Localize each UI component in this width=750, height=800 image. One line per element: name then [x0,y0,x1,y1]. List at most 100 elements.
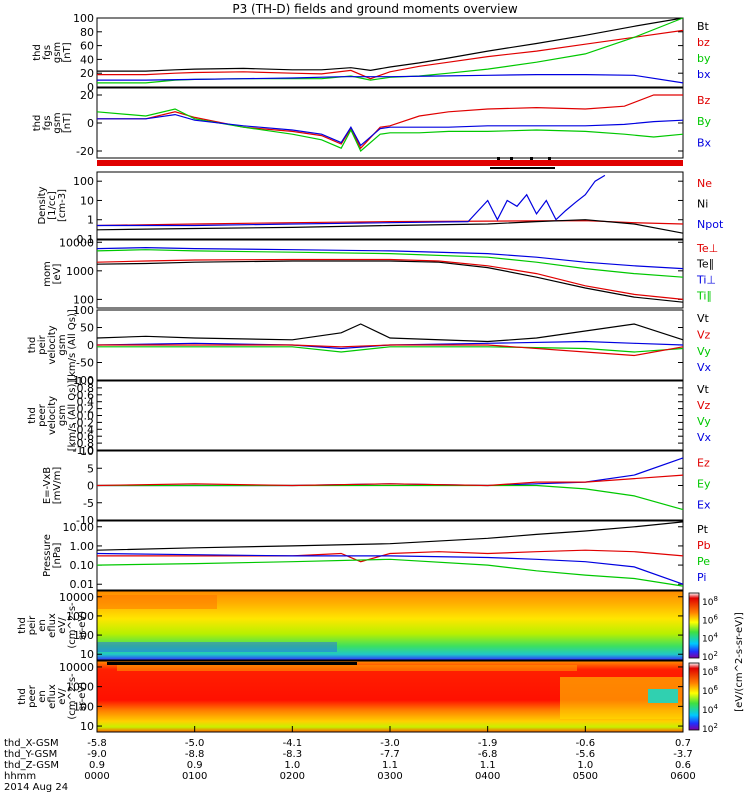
legend-entry: Ti∥ [696,289,712,302]
y-axis-label: thdpeirenefluxeV/(cm^2-s-sr-eV) [17,602,88,649]
x-tick-label: 1.0 [284,760,300,771]
series-line-Ne [96,219,684,227]
y-axis-label: E=-VxB[mV/m] [42,467,63,505]
legend-entry: Vt [697,383,710,396]
x-tick-label: -5.6 [576,749,596,760]
y-tick-label: 10 [80,648,94,661]
legend-entry: Vz [697,328,711,341]
y-tick-label: 10 [80,194,94,207]
y-tick-label: -0.8 [73,437,94,450]
y-axis-label-line: (cm^2-s- [67,602,78,649]
y-axis-label-line: E=-VxB [42,467,53,504]
legend-entry: Vy [697,415,711,428]
y-axis-label-line: (cm^2-s- [67,673,78,720]
y-tick-label: 0 [87,117,94,130]
panel-frame [96,17,684,88]
x-tick-label: 0.6 [675,760,691,771]
legend-entry: Vz [697,399,711,412]
y-axis-label: thdpeervelocitygsm[km/s (All Qs)] [27,380,78,452]
y-tick-label: 40 [80,53,94,66]
colorbar-tick-exponent: 4 [713,632,718,640]
x-row-label: thd_X-GSM [4,738,59,749]
figure-title: P3 (TH-D) fields and ground moments over… [232,2,518,16]
series-line-bx [97,73,684,84]
y-axis-label-line: fgs [42,45,53,60]
panel-frame [96,171,684,240]
y-tick-label: 10000 [59,591,94,604]
x-tick-label: -5.8 [87,738,107,749]
legend-entry: Vt [697,312,710,325]
series-line-Ti∥ [96,249,684,278]
y-tick-label: -50 [76,357,94,370]
legend-entry: Vx [697,431,712,444]
cool-energy-spot [648,689,678,703]
y-axis-label-line: velocity [47,325,58,364]
colorbar-tick-label: 104 [702,703,718,716]
y-axis-label-line: [km/s (All Qs)] [67,380,78,452]
x-tick-label: -4.1 [283,738,303,749]
y-tick-label: -1.0 [73,444,94,457]
x-tick-label: 1.0 [577,760,593,771]
y-axis-label-line: Density [37,186,48,224]
y-tick-label: 0.4 [77,396,95,409]
series-line-Ey [97,484,684,511]
colorbar-tick-exponent: 2 [713,650,717,658]
y-axis-label-line: [mV/m] [52,467,63,505]
legend-entry: Pb [697,539,711,552]
y-axis-label-line: peer [37,403,48,427]
x-tick-label: 1.1 [382,760,398,771]
series-line-Bt [97,17,684,72]
y-tick-label: 1.0 [77,375,95,388]
x-tick-label: 0000 [84,771,109,782]
panel-frame [96,590,684,661]
y-axis-label: thdpeerenefluxeV/(cm^2-s-sr-eV) [17,673,88,720]
y-axis-label-line: thd [17,688,28,705]
high-energy-band [97,595,217,609]
colorbar-tick-label: 102 [702,722,718,735]
colorbar-tick-exponent: 2 [713,722,717,730]
y-tick-label: 0 [87,81,94,94]
legend-entry: Ni [697,198,708,211]
y-tick-label: 20 [80,89,94,102]
x-tick-label: -6.8 [478,749,498,760]
x-row-label: thd_Z-GSM [4,760,59,771]
x-tick-label: -8.3 [283,749,303,760]
colorbar-tick-label: 108 [702,595,718,608]
y-axis-label-line: gsm [52,42,63,63]
y-axis-label-line: thd [27,337,38,354]
colorbar-tick-exponent: 8 [713,595,717,603]
y-tick-label: -100 [69,374,94,387]
y-tick-label: 1 [87,214,94,227]
legend-entry: Bx [697,136,712,149]
y-axis-label-line: eflux [47,613,58,638]
series-line-Te∥ [96,260,684,303]
y-tick-label: 10000 [59,236,94,249]
series-line-Bx [97,113,684,147]
x-tick-label: -3.0 [380,738,400,749]
x-tick-label: -5.0 [185,738,205,749]
colorbar-tick-label: 108 [702,665,718,678]
y-tick-label: -10 [76,514,94,527]
legend-entry: Ey [697,478,711,491]
legend-entry: Pi [697,571,706,584]
panel-frame [96,239,684,309]
colorbar-tick-label: 106 [702,613,718,626]
legend-entry: Pe [697,555,710,568]
series-line-Bz [97,94,683,150]
y-axis-label-line: [km/s (All Qs)] [67,309,78,381]
x-tick-label: 0.7 [675,738,691,749]
y-tick-label: 100 [73,700,94,713]
legend-entry: Pt [697,523,709,536]
legend-entry: bz [697,36,710,49]
y-axis-label-line: eflux [47,684,58,709]
series-line-Npot [97,174,606,227]
x-tick-label: -3.7 [673,749,693,760]
colorbar-tick-exponent: 4 [713,703,718,711]
y-axis-label-line: en [37,619,48,632]
y-tick-label: 10.00 [63,521,95,534]
y-axis-label: Density[1/cc][cm-3] [37,186,68,224]
series-line-Ez [96,474,684,487]
y-axis-label-line: gsm [57,405,68,426]
x-tick-label: -9.0 [87,749,107,760]
y-tick-label: 5 [87,462,94,475]
